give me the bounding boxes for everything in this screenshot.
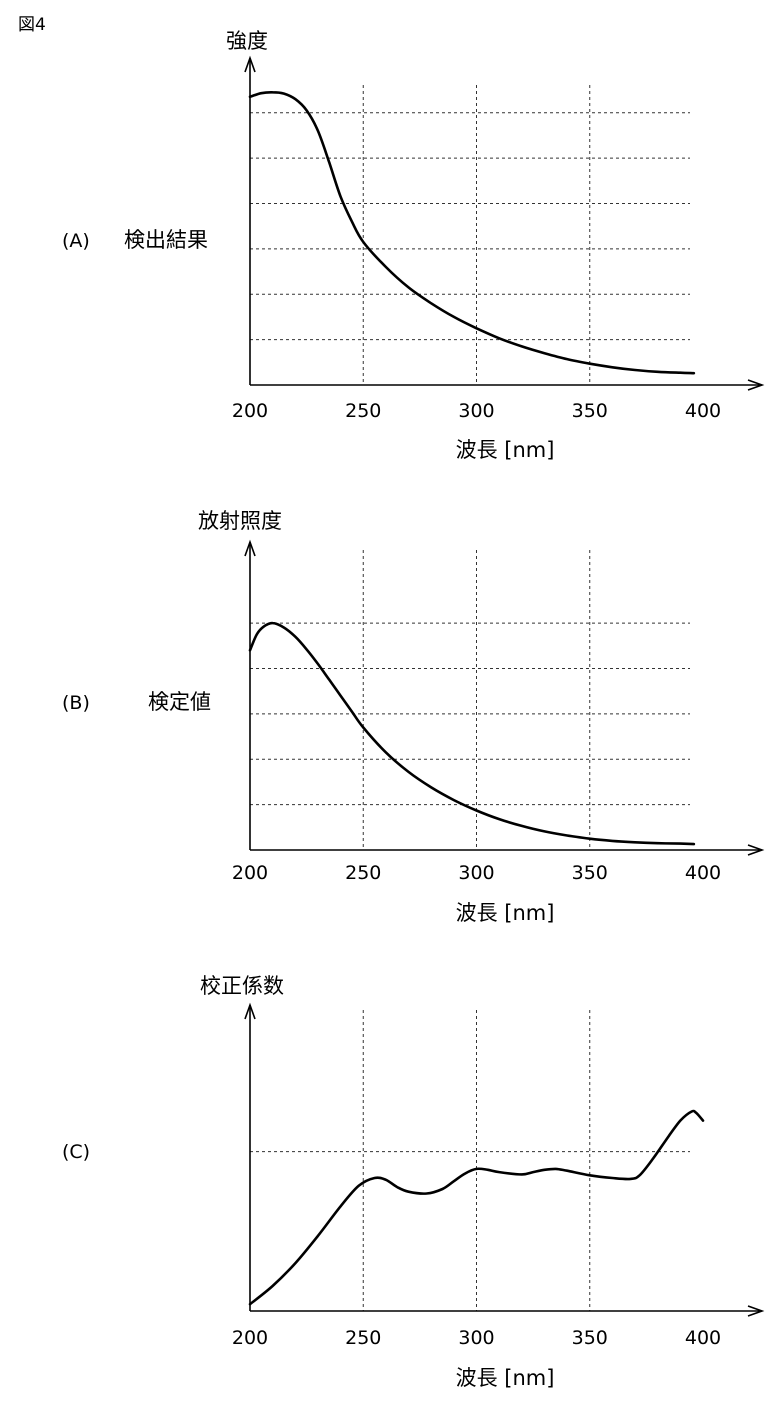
panel-c-xtick-350: 350 [572,1327,608,1349]
panel-c-xtick-250: 250 [345,1327,381,1349]
panel-c-xlabel: 波長 [nm] [456,1366,555,1390]
panel-a-letter: (A) [62,230,90,252]
panel-b-xtick-350: 350 [572,862,608,884]
panel-c: 200 250 300 350 400 校正係数 波長 [nm] (C) [62,974,765,1390]
panel-c-grid [250,1010,690,1311]
panel-c-y-axis-arrow [244,1002,256,1020]
panel-a-xtick-200: 200 [232,400,268,422]
panel-b-grid [250,550,690,850]
panel-c-xtick-300: 300 [458,1327,494,1349]
panel-c-ticks: 200 250 300 350 400 [232,1327,721,1349]
panel-c-xtick-200: 200 [232,1327,268,1349]
panel-b-curve [248,621,696,846]
panel-b-x-axis-arrow [747,844,765,856]
panel-b-caption: 検定値 [148,690,211,714]
panel-b-y-axis-arrow [244,539,256,557]
panel-b-ylabel: 放射照度 [198,509,282,533]
panel-a-xtick-300: 300 [458,400,494,422]
panel-a: 200 250 300 350 400 強度 波長 [nm] (A) 検出結果 [62,29,765,462]
panel-a-xtick-250: 250 [345,400,381,422]
panel-c-letter: (C) [62,1141,90,1163]
panel-b-xtick-400: 400 [685,862,721,884]
panel-c-x-axis-arrow [747,1305,765,1317]
panel-c-curve [248,1109,705,1306]
panel-a-grid [250,85,690,385]
panel-a-curve [248,90,696,375]
panel-c-ylabel: 校正係数 [200,974,284,998]
panel-b-xtick-300: 300 [458,862,494,884]
panel-a-xtick-350: 350 [572,400,608,422]
panel-a-caption: 検出結果 [124,228,208,252]
panel-b-letter: (B) [62,692,90,714]
panel-a-xtick-400: 400 [685,400,721,422]
panel-b-ticks: 200 250 300 350 400 [232,862,721,884]
panel-a-x-axis-arrow [747,379,765,391]
figure-label: 図4 [18,15,46,35]
panel-a-xlabel: 波長 [nm] [456,438,555,462]
panel-b-xtick-200: 200 [232,862,268,884]
panel-a-y-axis-arrow [244,55,256,73]
panel-a-ylabel: 強度 [226,29,268,53]
panel-b: 200 250 300 350 400 放射照度 波長 [nm] (B) 検定値 [62,509,765,925]
panel-c-xtick-400: 400 [685,1327,721,1349]
panel-b-xtick-250: 250 [345,862,381,884]
panel-b-xlabel: 波長 [nm] [456,901,555,925]
panel-a-ticks: 200 250 300 350 400 [232,400,721,422]
